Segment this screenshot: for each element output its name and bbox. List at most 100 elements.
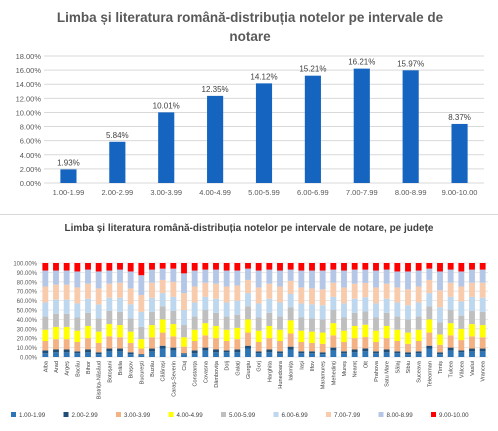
stacked-bar-segment [117,351,123,357]
stacked-bar-segment [234,349,241,353]
legend-label: 1.00-1.99 [19,412,46,419]
stacked-bar-segment [149,297,155,312]
stacked-bar-segment [287,263,294,270]
stacked-bar-segment [63,270,70,285]
stacked-bar-segment [106,310,113,325]
stacked-bar-segment [223,302,230,317]
stacked-bar-segment [458,271,465,287]
stacked-bar-segment [415,329,422,342]
stacked-bar-segment [373,263,379,271]
stacked-bar-segment [255,270,262,288]
data-label: 15.97% [397,59,424,68]
stacked-bar-segment [319,332,326,344]
bar [60,169,77,183]
stacked-bar-segment [202,323,209,336]
stacked-bar-segment [255,330,262,342]
stacked-bar-segment [277,316,283,330]
stacked-bar-segment [181,310,187,326]
legend-swatch [378,412,384,417]
stacked-bar-segment [159,348,166,357]
stacked-bar-segment [181,353,187,355]
stacked-bar-segment [394,351,401,354]
stacked-bar-segment [85,283,91,299]
stacked-bar-segment [405,305,411,320]
data-label: 14.12% [250,72,277,81]
stacked-bar-segment [373,270,379,288]
stacked-bar-segment [127,304,134,319]
stacked-bar-segment [394,302,401,317]
legend-label: 4.00-4.99 [177,412,204,419]
stacked-bar-segment [42,263,49,271]
stacked-bar-segment [479,263,486,270]
stacked-bar-segment [53,326,59,340]
x-tick-label: 6.00-6.99 [297,188,329,197]
stacked-bar-segment [53,313,59,327]
stacked-bar-segment [181,293,187,310]
legend-label: 5.00-5.99 [229,412,256,419]
stacked-bar-segment [42,353,49,357]
stacked-bar-segment [319,352,326,355]
stacked-bar-segment [351,338,358,350]
stacked-bar-segment [95,304,102,319]
stacked-bar-segment [202,296,209,310]
stacked-bar-segment [127,331,134,343]
bar [109,141,126,183]
stacked-bar-segment [159,332,166,346]
stacked-bar-segment [95,318,102,332]
stacked-bar-segment [74,287,81,304]
x-tick-label: Iași [299,361,305,370]
stacked-bar-segment [95,263,102,272]
stacked-bar-segment [341,270,347,288]
stacked-bar-segment [181,273,187,294]
stacked-bar-segment [191,341,198,351]
stacked-bar-segment [330,296,337,310]
x-tick-label: Ilfov [310,361,316,371]
stacked-bar-segment [223,286,230,303]
stacked-bar-segment [170,350,177,357]
stacked-bar-segment [437,334,443,345]
distribution-chart-plot: 0.00% 2.00% 4.00% 6.00% 8.00% 10.00% 12.00% 14.… [16,52,484,197]
stacked-bar-segment [287,349,294,357]
y-tick-label: 6.00% [20,137,42,146]
stacked-bar-segment [426,348,433,357]
stacked-bar-segment [394,341,401,352]
stacked-bar-segment [170,296,177,311]
legend-swatch [326,412,331,417]
stacked-bar-segment [53,270,59,285]
stacked-bar-segment [63,326,70,340]
stacked-bar-segment [458,263,465,272]
stacked-bar-segment [245,279,251,294]
legend-swatch [431,412,436,417]
stacked-bar-segment [351,263,358,270]
x-tick-label: Vrancea [481,360,487,382]
stacked-bar-segment [255,351,262,354]
x-tick-label: Mehedinți [331,361,337,385]
stacked-bar-segment [383,298,390,313]
stacked-bar-segment [127,263,134,272]
x-tick-label: 5.00-5.99 [248,188,280,197]
stacked-bar-segment [202,347,209,351]
stacked-bar-segment [309,318,315,332]
x-tick-label: 7.00-7.99 [346,188,378,197]
stacked-bar-segment [426,306,433,320]
stacked-bar-segment [117,348,123,352]
stacked-bar-segment [341,341,347,352]
stacked-bar-segment [170,347,177,351]
stacked-bar-segment [319,343,326,353]
stacked-bar-segment [266,283,273,299]
stacked-bar-segment [426,263,433,269]
stacked-bar-segment [138,348,145,355]
stacked-bar-segment [85,269,91,284]
x-tick-label: Alba [43,360,49,372]
stacked-bar-segment [245,348,251,357]
bar [207,95,224,183]
stacked-bar-segment [394,271,401,288]
stacked-bar-segment [469,351,475,357]
stacked-bar-segment [330,323,337,336]
stacked-bar-segment [287,333,294,347]
stacked-bar-segment [202,269,209,283]
stacked-bar-segment [298,303,305,318]
county-chart: Limba și literatura română-distribuția n… [0,214,498,426]
stacked-bar-segment [149,263,155,270]
stacked-bar-segment [266,263,273,270]
